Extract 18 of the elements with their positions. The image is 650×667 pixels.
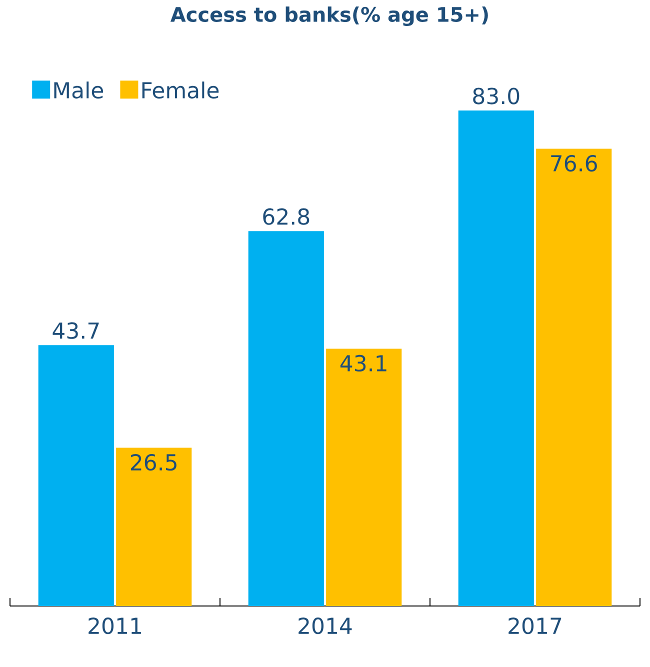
bar <box>116 448 192 606</box>
bar <box>326 348 402 606</box>
data-label: 62.8 <box>263 208 310 225</box>
x-tick-label: 2014 <box>298 618 352 634</box>
legend-label: Male <box>54 82 104 99</box>
bar <box>458 110 534 606</box>
bar <box>38 345 114 606</box>
legend-label: Female <box>142 82 219 99</box>
data-label: 43.1 <box>340 354 386 372</box>
data-label: 43.7 <box>52 322 99 339</box>
data-label: 76.6 <box>551 154 597 172</box>
x-tick-label: 2011 <box>88 618 141 634</box>
x-tick-label: 2017 <box>508 618 562 634</box>
bar <box>536 148 612 606</box>
data-label: 26.5 <box>130 454 176 471</box>
data-label: 83.0 <box>473 88 520 104</box>
bar <box>248 231 324 606</box>
chart-title: Access to banks(% age 15+) <box>170 6 488 26</box>
